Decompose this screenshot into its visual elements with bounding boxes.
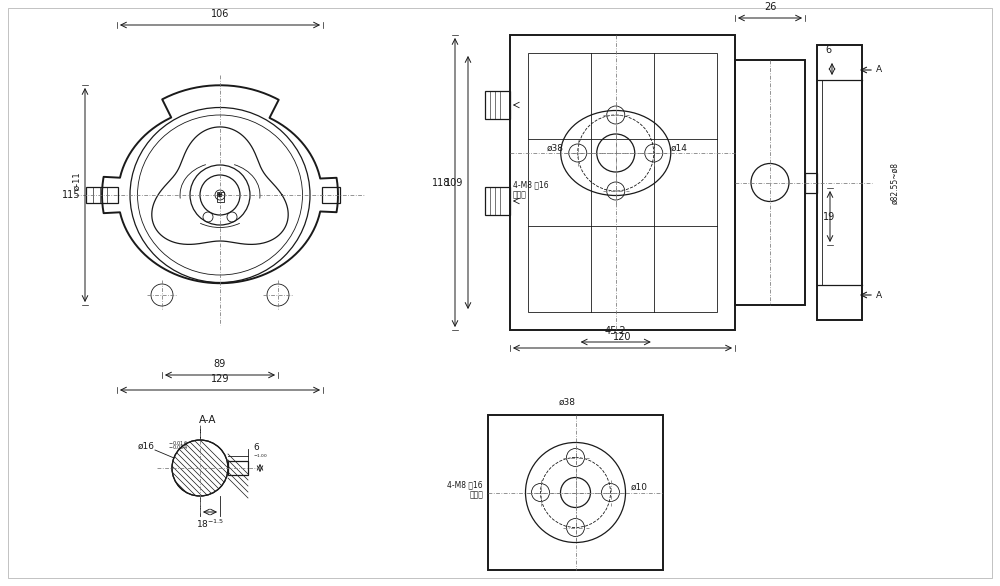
- Text: 106: 106: [211, 9, 229, 19]
- Text: A: A: [876, 66, 882, 74]
- Text: 6: 6: [825, 45, 831, 55]
- Bar: [817, 45, 862, 320]
- Text: 45.2: 45.2: [605, 326, 627, 336]
- Bar: [228, 461, 248, 475]
- Text: 6: 6: [253, 443, 259, 452]
- Bar: [228, 461, 248, 475]
- Text: 4-M8 深16: 4-M8 深16: [447, 480, 483, 489]
- Text: 进油口: 进油口: [513, 190, 527, 199]
- Text: ø38: ø38: [559, 398, 576, 407]
- Bar: [528, 53, 717, 312]
- Bar: [86, 187, 118, 203]
- Text: A: A: [876, 291, 882, 299]
- Text: ø38: ø38: [547, 144, 564, 152]
- Text: $^{-1.00}$: $^{-1.00}$: [253, 454, 268, 459]
- Text: 4-M8 深16: 4-M8 深16: [513, 180, 549, 189]
- Text: 115: 115: [62, 190, 80, 200]
- Bar: [322, 187, 340, 203]
- Bar: [805, 172, 817, 192]
- Bar: [228, 461, 248, 475]
- Text: 109: 109: [445, 178, 463, 188]
- Text: 89: 89: [214, 359, 226, 369]
- Text: ø14: ø14: [671, 144, 688, 152]
- Text: 118: 118: [432, 178, 450, 188]
- Text: ø-11: ø-11: [72, 172, 81, 190]
- Text: 129: 129: [211, 374, 229, 384]
- Bar: [822, 80, 862, 285]
- Text: 120: 120: [613, 332, 632, 342]
- Text: ø10: ø10: [631, 483, 648, 492]
- Bar: [228, 461, 248, 475]
- Bar: [228, 461, 248, 475]
- Text: $^{-0.016}_{-0.034}$: $^{-0.016}_{-0.034}$: [168, 440, 188, 452]
- Text: 出油口: 出油口: [469, 490, 483, 499]
- Circle shape: [218, 193, 222, 197]
- Text: 18$^{-1.5}$: 18$^{-1.5}$: [196, 518, 224, 530]
- Bar: [216, 192, 224, 202]
- Bar: [485, 187, 510, 215]
- Bar: [228, 461, 248, 475]
- Bar: [485, 91, 510, 119]
- Text: ø82.55~ø8: ø82.55~ø8: [890, 162, 899, 203]
- Circle shape: [172, 440, 228, 496]
- Bar: [488, 415, 663, 570]
- Text: ø16: ø16: [138, 441, 155, 451]
- Bar: [510, 35, 735, 330]
- Text: A-A: A-A: [199, 415, 217, 425]
- Text: 19: 19: [823, 212, 835, 222]
- Bar: [735, 60, 805, 305]
- Text: 26: 26: [764, 2, 776, 12]
